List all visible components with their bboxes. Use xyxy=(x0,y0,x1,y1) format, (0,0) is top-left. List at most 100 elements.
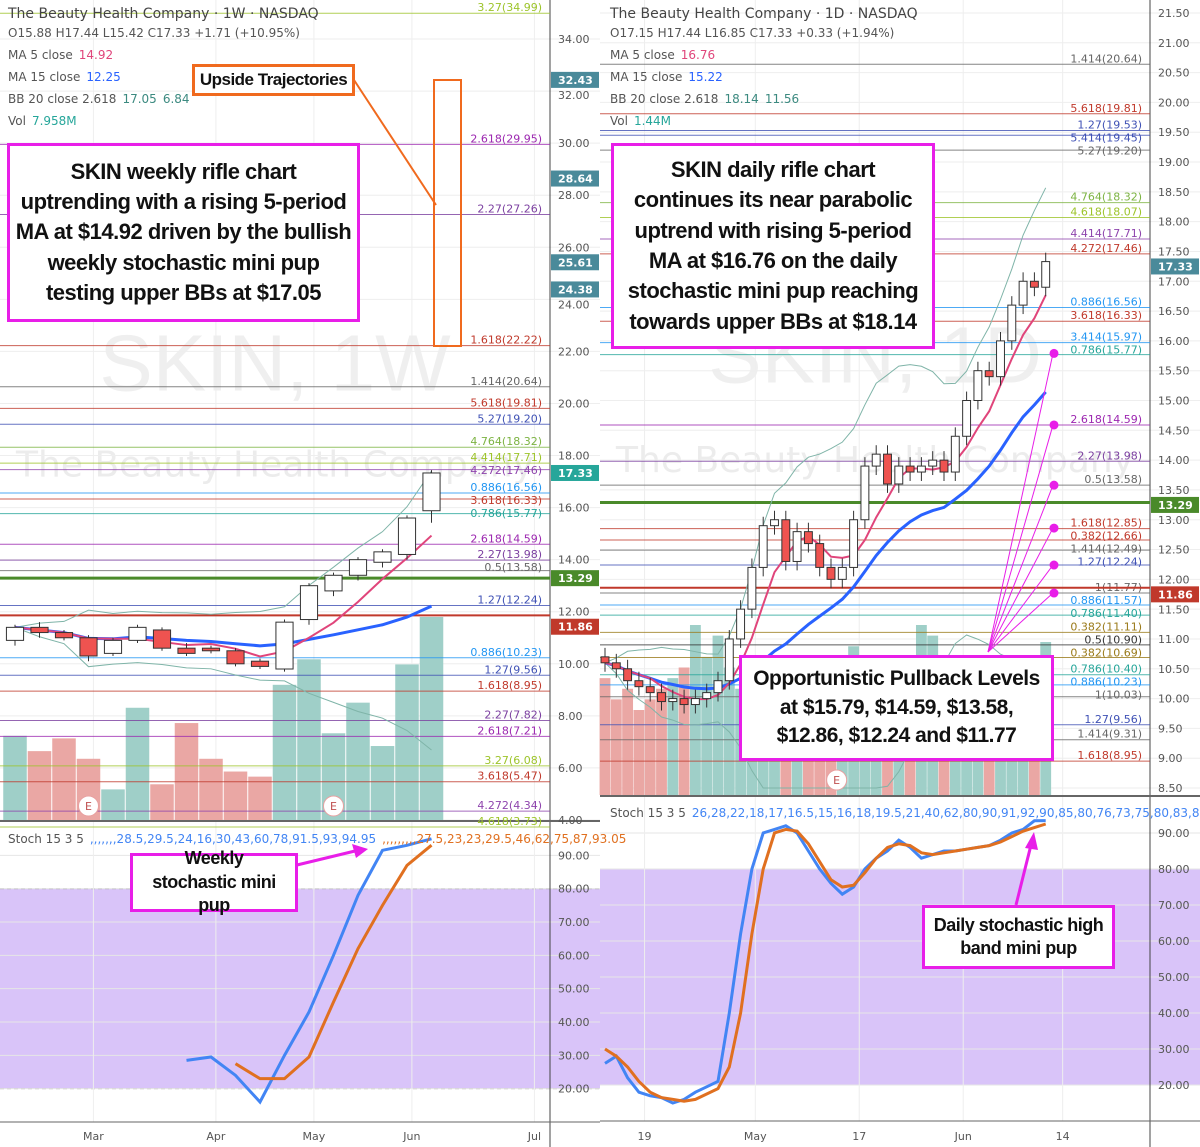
volume-bar xyxy=(656,688,667,795)
candle-body xyxy=(883,453,892,485)
fib-level-label: 0.786(15.77) xyxy=(1070,344,1142,357)
candle-body xyxy=(324,574,343,592)
fib-level-label: 3.618(16.33) xyxy=(1070,309,1142,322)
weekly-stoch-label: Stoch 15 3 5 xyxy=(8,832,84,846)
daily-ma15-line xyxy=(604,391,1047,691)
fib-level-label: 2.27(27.26) xyxy=(477,202,542,215)
fib-level-label: 2.27(13.98) xyxy=(477,548,542,561)
daily-stoch-label: Stoch 15 3 5 xyxy=(610,806,686,820)
daily-stoch-legend: Stoch 15 3 5 26,28,22,18,17,16.5,15,16,18… xyxy=(610,806,1200,820)
daily-bb-upper: 18.14 xyxy=(724,92,759,106)
fib-level-label: 2.27(13.98) xyxy=(1077,449,1142,462)
fib-level-label: 1.414(20.64) xyxy=(1070,52,1142,65)
earnings-marker-label: E xyxy=(85,800,92,813)
pullback-level-marker-icon xyxy=(1049,348,1059,358)
daily-ma5-label: MA 5 close xyxy=(610,48,675,62)
fib-level-label: 2.618(7.21) xyxy=(477,724,542,737)
daily-stoch-k: 26,28,22,18,17,16.5,15,16,18,19.5,21,40,… xyxy=(691,806,1200,820)
candle-body xyxy=(860,465,870,521)
weekly-bb-lower: 6.84 xyxy=(162,92,190,106)
volume-bar xyxy=(3,735,27,820)
fib-level-label: 0.5(13.58) xyxy=(1084,473,1142,486)
fib-level-label: 0.886(16.56) xyxy=(470,481,542,494)
weekly-x-label: Apr xyxy=(206,1130,226,1143)
fib-level-label: 4.618(3.73) xyxy=(477,815,542,828)
candle-body xyxy=(679,698,689,706)
candle-body xyxy=(1029,280,1039,288)
daily-price-tick: 11.50 xyxy=(1158,603,1190,616)
candle-body xyxy=(54,632,74,639)
volume-bar xyxy=(297,659,321,820)
fib-level-label: 4.272(4.34) xyxy=(477,799,542,812)
candle-body xyxy=(152,629,172,649)
candle-body xyxy=(702,692,712,700)
candle-body xyxy=(996,340,1005,378)
fib-level-label: 2.618(29.95) xyxy=(470,132,542,145)
earnings-marker-icon xyxy=(78,795,99,817)
pullback-fan-line xyxy=(987,424,1054,653)
upside-pointer-line xyxy=(353,79,437,206)
weekly-price-tick: 16.00 xyxy=(558,502,590,515)
fib-level-label: 0.382(11.11) xyxy=(1070,620,1142,633)
fib-level-label: 5.27(19.20) xyxy=(477,412,542,425)
pullback-fan-line xyxy=(987,592,1054,653)
volume-bar xyxy=(248,776,272,820)
daily-price-tick: 8.50 xyxy=(1158,782,1183,795)
fib-level-label: 0.886(10.23) xyxy=(1070,676,1142,689)
candle-body xyxy=(634,680,644,688)
candle-body xyxy=(611,662,621,670)
weekly-ma5-label: MA 5 close xyxy=(8,48,73,62)
fib-level-label: 2.618(14.59) xyxy=(470,532,542,545)
price-tag-label: 11.86 xyxy=(1158,588,1193,601)
daily-price-tick: 21.00 xyxy=(1158,37,1190,50)
volume-bar xyxy=(174,723,199,820)
candle-body xyxy=(275,621,294,670)
candle-body xyxy=(973,370,983,402)
weekly-stoch-arrowhead-icon xyxy=(352,844,368,858)
fib-level-label: 1.27(9.56) xyxy=(484,663,542,676)
price-tag xyxy=(551,464,599,481)
fib-level-label: 5.414(19.45) xyxy=(1070,131,1142,144)
pullback-level-marker-icon xyxy=(1049,560,1059,570)
weekly-x-label: May xyxy=(303,1130,326,1143)
candle-body xyxy=(299,585,319,621)
fib-level-label: 1.618(12.85) xyxy=(1070,517,1142,530)
candle-body xyxy=(984,370,994,378)
weekly-ma15-value: 12.25 xyxy=(86,70,121,84)
candle-body xyxy=(905,465,915,473)
fib-level-label: 3.27(34.99) xyxy=(477,1,542,14)
daily-price-tick: 11.00 xyxy=(1158,633,1190,646)
candle-body xyxy=(201,647,221,652)
candle-body xyxy=(747,566,757,610)
daily-stoch-tick: 80.00 xyxy=(1158,863,1190,876)
daily-price-tick: 16.00 xyxy=(1158,335,1190,348)
daily-ma5-line xyxy=(604,294,1047,701)
fib-level-label: 4.618(18.07) xyxy=(1070,205,1142,218)
fib-level-label: 0.886(10.23) xyxy=(470,646,542,659)
earnings-marker-label: E xyxy=(833,774,840,787)
weekly-stoch-tick: 20.00 xyxy=(558,1083,590,1096)
candle-body xyxy=(950,435,960,473)
volume-bar xyxy=(52,738,76,820)
weekly-title: The Beauty Health Company · 1W · NASDAQ xyxy=(8,6,319,22)
price-tag-label: 24.38 xyxy=(558,283,593,296)
fib-level-label: 5.618(19.81) xyxy=(1070,102,1142,115)
daily-stoch-tick: 60.00 xyxy=(1158,935,1190,948)
daily-ohlc: O17.15 H17.44 L16.85 C17.33 +0.33 (+1.94… xyxy=(610,26,895,40)
candle-body xyxy=(600,656,610,664)
fib-level-label: 0.786(10.40) xyxy=(1070,663,1142,676)
weekly-price-tick: 18.00 xyxy=(558,450,590,463)
earnings-marker-icon xyxy=(826,769,848,791)
pullback-levels-callout: Opportunistic Pullback Levels at $15.79,… xyxy=(739,655,1054,761)
fib-level-label: 0.886(16.56) xyxy=(1070,296,1142,309)
daily-stoch-callout: Daily stochastic high band mini pup xyxy=(922,905,1115,969)
volume-bar xyxy=(346,702,370,820)
volume-bar xyxy=(633,710,645,795)
pullback-level-marker-icon xyxy=(1049,480,1059,490)
weekly-x-label: Jul xyxy=(527,1130,541,1143)
candle-body xyxy=(781,519,791,562)
daily-price-tick: 12.50 xyxy=(1158,544,1190,557)
candle-body xyxy=(348,559,368,576)
daily-bb-label: BB 20 close 2.618 xyxy=(610,92,719,106)
